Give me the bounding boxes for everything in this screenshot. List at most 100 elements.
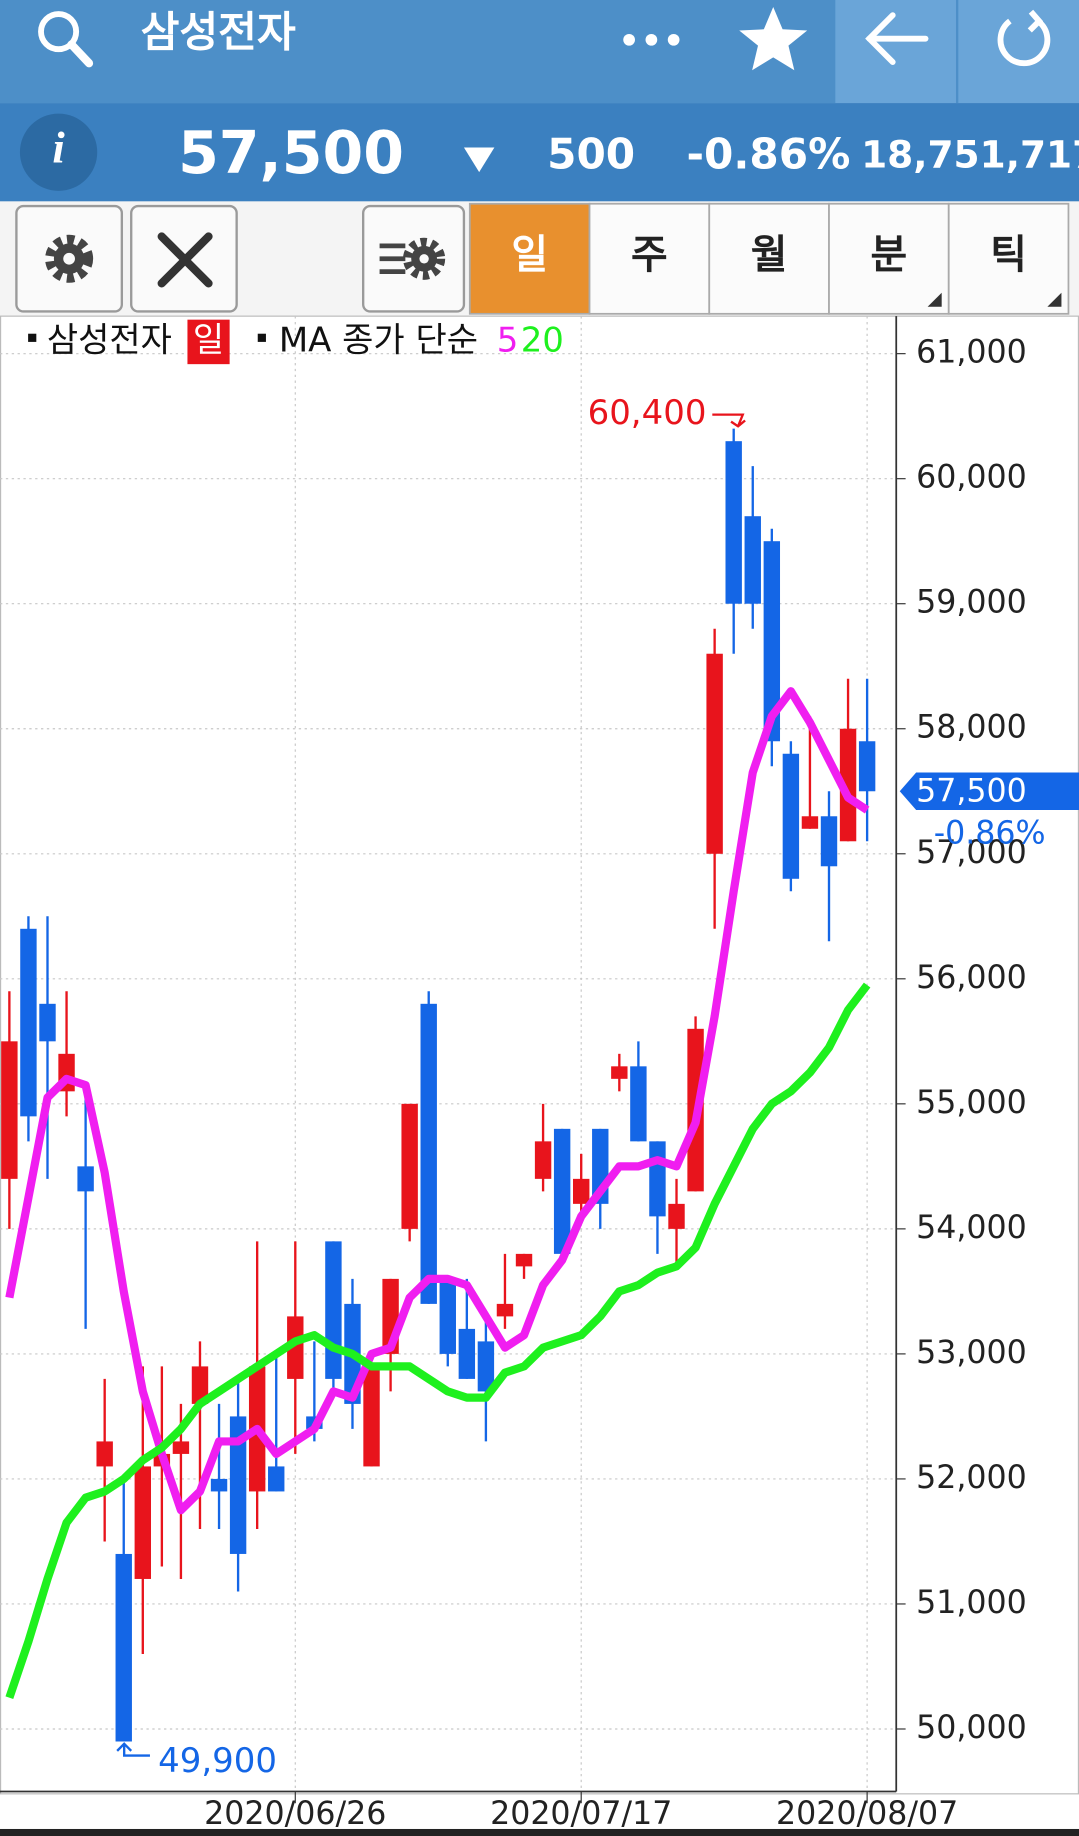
period-tab[interactable] [708, 202, 830, 315]
candle-body [744, 516, 761, 604]
low-arrow [116, 1742, 150, 1757]
candle-body [287, 1316, 304, 1379]
legend-badge [187, 319, 230, 365]
candle-body [630, 1066, 647, 1142]
legend-badge-label: 일 [193, 320, 224, 360]
period-tab-label: 월 [751, 232, 788, 278]
y-tick-label: 61,000 [916, 335, 1027, 371]
y-tick-label: 60,000 [916, 460, 1027, 496]
legend-entry: 20 [521, 320, 564, 360]
candle-body [763, 541, 781, 742]
candle-body [39, 1003, 56, 1042]
last-change-label: -0.86% [934, 816, 1046, 852]
candle-body [191, 1366, 209, 1404]
period-tab-label: 틱 [990, 232, 1027, 278]
moving-average-line [5, 687, 870, 1515]
candle-body [458, 1328, 476, 1379]
high-label: 60,400 [588, 393, 707, 433]
candle-body [401, 1103, 418, 1229]
change: 500 [547, 129, 635, 178]
candle-body [496, 1303, 514, 1317]
candle-body [210, 1478, 228, 1492]
quote-bar [0, 103, 1079, 202]
legend-label: MA 종가 단순 [279, 320, 478, 360]
candle-body [725, 441, 742, 604]
favorite-button[interactable] [739, 7, 808, 71]
more-button[interactable] [623, 33, 680, 46]
y-tick-label: 54,000 [916, 1210, 1027, 1246]
change-pct: -0.86% [687, 129, 851, 178]
y-tick-label: 52,000 [916, 1460, 1027, 1496]
indicator-settings-button[interactable] [362, 204, 466, 313]
y-tick-label: 51,000 [916, 1585, 1027, 1621]
candle-body [134, 1466, 152, 1579]
x-tick-label: 2020/08/07 [776, 1796, 958, 1832]
candle-body [534, 1141, 552, 1179]
candle-body [820, 816, 838, 867]
candle-body [20, 928, 37, 1117]
candle-body [649, 1141, 666, 1217]
candle-body [96, 1441, 113, 1467]
last-price-label: 57,500 [916, 773, 1027, 809]
down-arrow [463, 147, 495, 173]
y-tick-label: 59,000 [916, 585, 1027, 621]
period-tab[interactable] [588, 202, 711, 315]
legend-marker [257, 333, 266, 342]
bottom-edge [0, 1828, 1079, 1836]
candle-body [1, 1041, 18, 1179]
candle-body [115, 1553, 132, 1742]
refresh-button[interactable] [997, 9, 1051, 67]
candle-body [573, 1178, 590, 1204]
period-tab-label: 일 [511, 232, 548, 278]
candle-body [77, 1166, 94, 1192]
period-tab-label: 분 [871, 232, 908, 278]
back-button[interactable] [865, 12, 929, 65]
candle-body [515, 1253, 533, 1267]
moving-average-line [5, 982, 871, 1700]
candle-body [439, 1278, 456, 1354]
chart-frame [0, 315, 1079, 1795]
candle-body [325, 1241, 342, 1379]
volume: 18,751,717 [861, 132, 1079, 176]
candle-body [706, 653, 723, 854]
search-button[interactable] [38, 11, 94, 68]
legend-marker [28, 333, 37, 342]
candle-body [611, 1066, 628, 1079]
price: 57,500 [178, 119, 404, 187]
stock-title: 삼성전자 [141, 8, 296, 57]
tools-button[interactable] [130, 204, 238, 313]
settings-button[interactable] [15, 204, 124, 313]
dropdown-indicator [927, 292, 942, 307]
period-tab-label: 주 [631, 232, 668, 278]
candle-body [801, 816, 819, 829]
candle-body [229, 1416, 247, 1554]
y-tick-label: 58,000 [916, 710, 1027, 746]
candle-body [477, 1341, 495, 1392]
chart: 50,000 51,000 52,000 53,000 54,000 55,000 56,0… [0, 316, 1079, 1832]
x-tick-label: 2020/07/17 [490, 1796, 672, 1832]
y-tick-label: 56,000 [916, 960, 1027, 996]
candle-body [268, 1466, 285, 1492]
candle-body [553, 1128, 571, 1254]
y-tick-label: 53,000 [916, 1335, 1027, 1371]
period-tab[interactable] [828, 202, 950, 315]
candle-body [420, 1003, 437, 1304]
candle-body [668, 1203, 685, 1229]
candle-body [782, 753, 800, 879]
last-price-tag [899, 772, 1079, 810]
high-arrow [712, 413, 746, 428]
info-button[interactable] [19, 113, 98, 191]
low-label: 49,900 [158, 1741, 277, 1781]
legend-label: 삼성전자 [47, 320, 172, 360]
x-tick-label: 2020/06/26 [204, 1796, 386, 1832]
y-tick-label: 50,000 [916, 1710, 1027, 1746]
candle-body [858, 741, 876, 792]
y-tick-label: 57,000 [916, 835, 1027, 871]
candle-body [363, 1366, 380, 1467]
period-tab[interactable] [947, 202, 1070, 315]
candle-body [172, 1441, 190, 1454]
legend-entry: 5 [497, 320, 519, 360]
